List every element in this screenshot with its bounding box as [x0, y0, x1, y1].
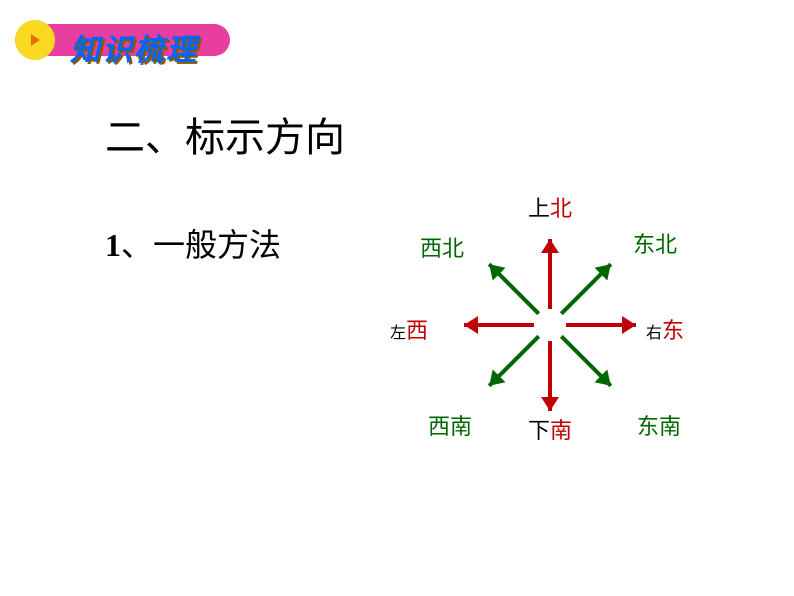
label-north: 上北 — [528, 191, 572, 223]
header-banner: 知识梳理 知识梳理 — [15, 20, 230, 60]
banner-title: 知识梳理 — [70, 25, 198, 69]
label-northeast: 东北 — [633, 227, 677, 259]
label-southwest: 西南 — [428, 409, 472, 441]
compass-diagram: 上北 下南 右东 左西 东北 西北 东南 西南 — [370, 195, 730, 455]
label-south: 下南 — [528, 413, 572, 445]
subsection-number: 1 — [105, 227, 121, 263]
label-east: 右东 — [646, 313, 684, 345]
label-southeast: 东南 — [637, 409, 681, 441]
label-northwest: 西北 — [420, 231, 464, 263]
arrow-right-icon — [27, 32, 43, 48]
banner-circle — [15, 20, 55, 60]
label-west: 左西 — [390, 313, 428, 345]
subsection-heading: 1、一般方法 — [105, 220, 281, 266]
subsection-text: 、一般方法 — [121, 227, 281, 263]
banner-pill: 知识梳理 知识梳理 — [15, 20, 230, 60]
section-heading: 二、标示方向 — [105, 105, 345, 163]
